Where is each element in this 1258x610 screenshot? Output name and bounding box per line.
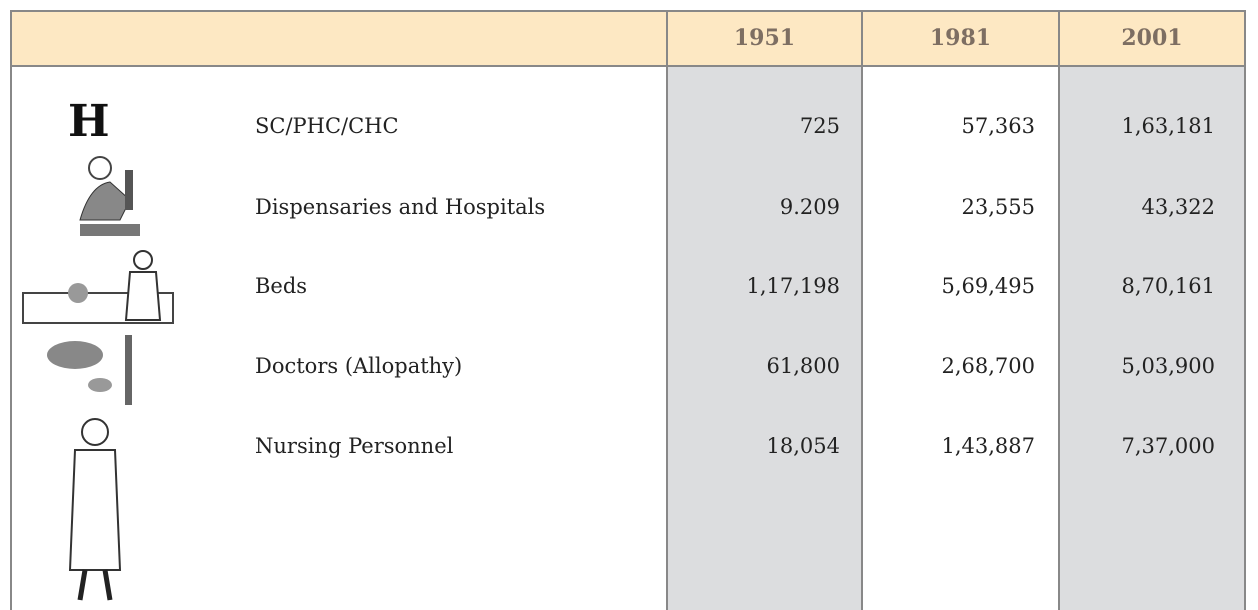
cell-value: 18,054 bbox=[767, 431, 840, 461]
cell-value: 43,322 bbox=[1142, 192, 1215, 222]
row-label: Beds bbox=[255, 271, 307, 301]
cell-value: 1,17,198 bbox=[746, 271, 840, 301]
border bbox=[1058, 10, 1060, 610]
cell-value: 57,363 bbox=[962, 111, 1035, 141]
border bbox=[666, 10, 668, 610]
column-header: 1981 bbox=[862, 10, 1059, 66]
border bbox=[10, 10, 12, 610]
column-header: 2001 bbox=[1059, 10, 1245, 66]
cell-value: 61,800 bbox=[767, 351, 840, 381]
doctor-microscope-icon bbox=[60, 150, 160, 242]
table-page: 195119812001 H SC/PHC/CHC 725 57,363 1,63,181… bbox=[0, 0, 1258, 610]
shaded-column bbox=[667, 66, 862, 610]
cell-value: 9.209 bbox=[780, 192, 840, 222]
medicine-icon bbox=[40, 330, 150, 410]
row-label: Doctors (Allopathy) bbox=[255, 351, 462, 381]
row-icon: H bbox=[68, 96, 110, 147]
shaded-column bbox=[1059, 66, 1245, 610]
cell-value: 8,70,161 bbox=[1121, 271, 1215, 301]
cell-value: 1,43,887 bbox=[941, 431, 1035, 461]
cell-value: 5,03,900 bbox=[1121, 351, 1215, 381]
row-label: Dispensaries and Hospitals bbox=[255, 192, 545, 222]
cell-value: 1,63,181 bbox=[1121, 111, 1215, 141]
cell-value: 2,68,700 bbox=[941, 351, 1035, 381]
cell-value: 23,555 bbox=[962, 192, 1035, 222]
column-header: 1951 bbox=[667, 10, 862, 66]
cell-value: 7,37,000 bbox=[1121, 431, 1215, 461]
nurse-icon bbox=[60, 410, 130, 610]
cell-value: 5,69,495 bbox=[941, 271, 1035, 301]
border bbox=[1244, 10, 1246, 610]
border bbox=[861, 10, 863, 610]
hospital-bed-icon bbox=[18, 248, 178, 330]
row-label: SC/PHC/CHC bbox=[255, 111, 399, 141]
row-label: Nursing Personnel bbox=[255, 431, 453, 461]
cell-value: 725 bbox=[800, 111, 840, 141]
